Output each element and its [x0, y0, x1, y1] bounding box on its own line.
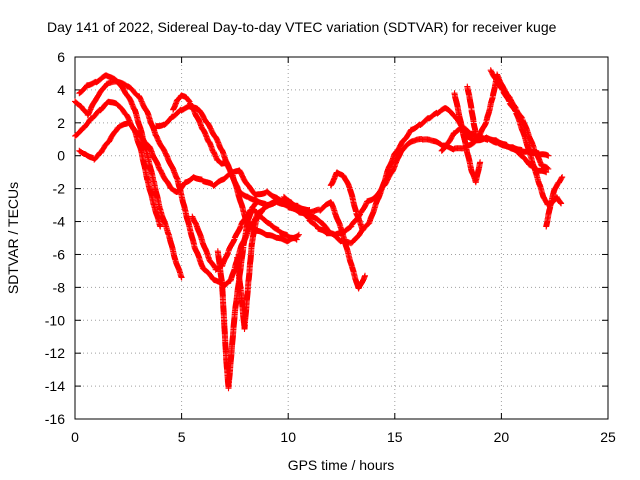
y-tick-label: 2: [57, 115, 65, 131]
axis-ticks: 0 5 10 15 20 25 -16 -14 -12 -10 -8 -6 -4 -2 0 2 4 6: [45, 49, 616, 445]
y-tick-label: -4: [53, 214, 66, 230]
y-tick-label: 6: [57, 49, 65, 65]
x-tick-label: 5: [178, 429, 186, 445]
marker-trace: [234, 197, 287, 332]
series-sat-14: [464, 83, 479, 138]
series-sat-9: [234, 197, 287, 332]
y-tick-label: -6: [53, 246, 66, 262]
marker-trace: [543, 174, 566, 230]
y-tick-label: -8: [53, 279, 66, 295]
y-tick-label: -14: [45, 378, 65, 394]
y-tick-label: -10: [45, 312, 65, 328]
y-tick-label: -12: [45, 345, 65, 361]
series-sat-15: [487, 67, 565, 208]
series-sat-16: [543, 174, 566, 230]
chart-title: Day 141 of 2022, Sidereal Day-to-day VTE…: [47, 19, 557, 35]
x-tick-label: 0: [71, 429, 79, 445]
marker-trace: [438, 71, 552, 172]
series-sat-12: [438, 71, 552, 172]
x-tick-label: 15: [387, 429, 403, 445]
y-axis-label: SDTVAR / TECUs: [5, 182, 21, 294]
series-sat-13: [451, 90, 484, 186]
x-tick-label: 10: [280, 429, 296, 445]
x-tick-label: 20: [494, 429, 510, 445]
y-tick-label: -2: [53, 181, 66, 197]
x-tick-label: 25: [600, 429, 616, 445]
y-tick-label: -16: [45, 411, 65, 427]
marker-trace: [451, 90, 484, 186]
x-axis-label: GPS time / hours: [288, 457, 395, 473]
y-tick-label: 0: [57, 148, 65, 164]
marker-trace: [464, 83, 479, 138]
data-markers: [72, 67, 566, 392]
plot-frame: [74, 56, 609, 420]
y-tick-label: 4: [57, 82, 65, 98]
marker-trace: [487, 67, 565, 208]
